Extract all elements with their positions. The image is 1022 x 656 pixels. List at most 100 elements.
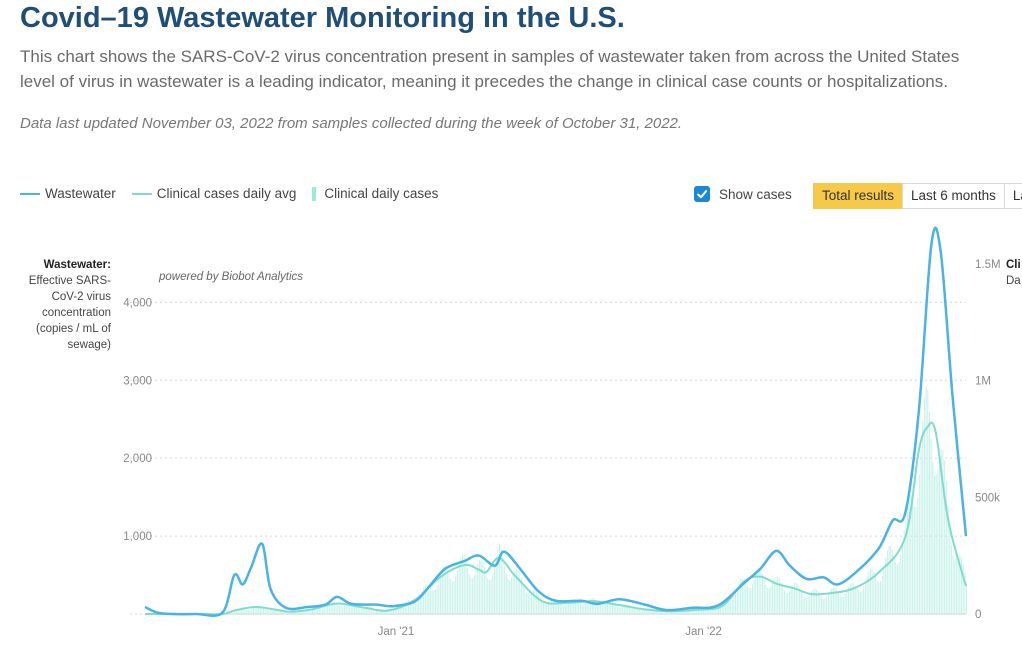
legend-wastewater[interactable]: Wastewater <box>20 186 116 201</box>
clinical-daily-bar <box>396 609 398 614</box>
clinical-daily-bar <box>328 604 330 614</box>
clinical-daily-bar <box>392 608 394 614</box>
clinical-daily-bar <box>812 589 814 614</box>
clinical-daily-bar <box>945 480 947 614</box>
clinical-daily-bar <box>279 609 281 614</box>
time-range-selector: Total results Last 6 months La <box>813 183 1022 209</box>
clinical-daily-bar <box>853 583 855 614</box>
clinical-daily-bar <box>805 597 807 614</box>
clinical-daily-bar <box>600 605 602 614</box>
clinical-daily-bar <box>718 605 720 614</box>
clinical-daily-bar <box>391 609 393 614</box>
clinical-daily-bar <box>697 609 700 614</box>
legend-clinical-avg[interactable]: Clinical cases daily avg <box>131 186 296 201</box>
y-axis-title-right: Cli Da <box>1006 257 1021 289</box>
chart-description: This chart shows the SARS-CoV-2 virus co… <box>20 44 1022 94</box>
clinical-daily-bar <box>684 609 686 614</box>
clinical-daily-bar <box>809 593 811 614</box>
clinical-daily-bar <box>276 608 278 614</box>
clinical-daily-bar <box>386 609 388 614</box>
clinical-daily-bar <box>573 599 575 614</box>
clinical-daily-bar <box>541 600 543 614</box>
clinical-daily-bar <box>468 574 470 614</box>
clinical-daily-bar <box>237 609 239 614</box>
clinical-daily-bar <box>234 610 236 614</box>
range-button-6-months[interactable]: Last 6 months <box>902 183 1005 209</box>
clinical-daily-bar <box>617 606 619 614</box>
clinical-daily-bar <box>352 604 354 614</box>
clinical-daily-bar <box>603 604 605 614</box>
clinical-daily-bar <box>883 567 885 614</box>
show-cases-checkbox[interactable] <box>694 186 710 202</box>
clinical-daily-bar <box>593 598 595 614</box>
clinical-daily-bar <box>583 604 585 614</box>
clinical-daily-bar <box>522 584 524 614</box>
clinical-daily-bar <box>477 564 479 614</box>
clinical-daily-bar <box>232 611 234 614</box>
clinical-daily-bar <box>655 611 657 614</box>
clinical-daily-bar <box>389 609 391 614</box>
clinical-daily-bar <box>622 606 624 614</box>
legend-clinical-daily[interactable]: Clinical daily cases <box>312 186 438 201</box>
clinical-daily-bar <box>311 608 313 614</box>
clinical-daily-bar <box>696 610 698 614</box>
clinical-daily-bar <box>298 610 300 614</box>
clinical-daily-bar <box>345 605 347 614</box>
clinical-daily-bar <box>591 598 593 614</box>
clinical-daily-bar <box>957 555 959 614</box>
clinical-daily-bar <box>357 607 359 614</box>
clinical-daily-bar <box>451 581 453 614</box>
clinical-daily-bar <box>382 609 384 614</box>
clinical-daily-bar <box>633 607 635 614</box>
clinical-daily-bar <box>723 603 725 614</box>
clinical-daily-bar <box>482 561 484 614</box>
clinical-daily-bar <box>601 605 603 614</box>
range-button-truncated[interactable]: La <box>1003 183 1022 209</box>
clinical-daily-bar <box>554 598 556 614</box>
clinical-daily-bar <box>703 607 705 614</box>
clinical-daily-bar <box>660 610 662 614</box>
clinical-daily-bar <box>800 591 802 614</box>
clinical-daily-bar <box>350 603 352 614</box>
clinical-daily-bar <box>264 609 266 614</box>
clinical-daily-bar <box>247 609 249 614</box>
clinical-daily-bar <box>606 602 609 614</box>
clinical-daily-bar <box>741 578 743 614</box>
clinical-daily-bar <box>851 582 853 614</box>
clinical-daily-bar <box>858 590 860 614</box>
clinical-daily-bar <box>413 602 415 614</box>
clinical-daily-bar <box>832 587 834 614</box>
clinical-daily-bar <box>441 568 443 614</box>
clinical-daily-bar <box>608 601 610 614</box>
clinical-daily-bar <box>799 587 801 614</box>
y-left-tick-label: 3,000 <box>123 375 152 387</box>
clinical-daily-bar <box>544 604 546 614</box>
clinical-daily-bar <box>610 601 612 614</box>
clinical-daily-bar <box>844 593 846 614</box>
clinical-daily-bar <box>753 579 755 614</box>
clinical-daily-bar <box>374 608 376 614</box>
clinical-daily-bar <box>790 588 792 614</box>
clinical-daily-bar <box>913 506 915 614</box>
clinical-daily-bar <box>846 590 848 614</box>
clinical-daily-bar <box>483 566 485 614</box>
clinical-daily-bar <box>868 571 870 614</box>
description-line-2: level of virus in wastewater is a leadin… <box>20 72 948 91</box>
clinical-daily-bar <box>770 586 772 614</box>
clinical-daily-bar <box>652 610 654 614</box>
y-left-tick-label: 4,000 <box>123 297 152 309</box>
clinical-daily-bar <box>335 602 337 614</box>
clinical-daily-bar <box>773 578 775 614</box>
clinical-daily-bar <box>301 610 303 614</box>
clinical-daily-bar <box>504 565 506 614</box>
clinical-daily-bar <box>645 608 647 614</box>
clinical-daily-bar <box>320 608 322 614</box>
clinical-daily-bar <box>726 601 728 614</box>
clinical-daily-bar <box>348 603 351 614</box>
clinical-daily-bar <box>458 563 460 614</box>
clinical-daily-bar <box>955 558 957 614</box>
clinical-daily-bar <box>777 576 779 614</box>
show-cases-toggle[interactable]: Show cases <box>694 186 792 202</box>
clinical-daily-bar <box>873 572 875 614</box>
clinical-daily-bar <box>512 574 514 614</box>
